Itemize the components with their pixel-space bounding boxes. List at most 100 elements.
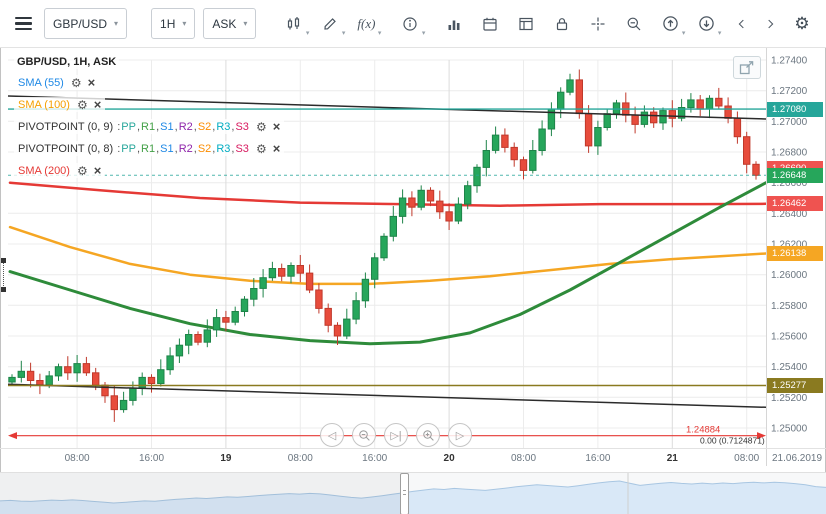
zoom-in-icon <box>422 429 434 441</box>
remove-indicator-icon[interactable]: × <box>87 75 96 90</box>
pencil-icon <box>324 17 337 30</box>
draw-tools-button[interactable]: ▾ <box>316 9 345 39</box>
date-label: 21.06.2019 <box>772 453 822 464</box>
svg-text:1.26800: 1.26800 <box>771 148 808 159</box>
svg-text:1.24884: 1.24884 <box>686 425 720 436</box>
info-button[interactable]: ▾ <box>396 9 425 39</box>
symbol-label: GBP/USD <box>53 16 108 31</box>
circle-arrow-down-icon <box>699 16 714 31</box>
svg-text:1.26600: 1.26600 <box>771 178 808 189</box>
pivot-level-label: R3 <box>216 120 231 133</box>
volume-button[interactable] <box>440 9 468 39</box>
svg-text:1.25800: 1.25800 <box>771 301 808 312</box>
indicators-button[interactable]: f(x) ▾ <box>357 15 382 37</box>
zoom-out-chart-button[interactable] <box>352 423 376 447</box>
menu-button[interactable] <box>10 9 36 39</box>
settings-button[interactable]: ⚙ <box>788 9 816 39</box>
jump-to-latest-button[interactable]: ▷| <box>384 423 408 447</box>
legend-label: PIVOTPOINT (0, 8) <box>18 142 114 155</box>
legend-label: PIVOTPOINT (0, 9) <box>18 120 114 133</box>
scroll-left-button[interactable]: ◁ <box>320 423 344 447</box>
pivot-level-label: S3 <box>235 142 249 155</box>
pivot-level-label: PP <box>121 120 136 133</box>
remove-indicator-icon[interactable]: × <box>272 119 281 134</box>
chart-nav-controls: ◁ ▷| ▷ <box>320 423 472 447</box>
timeframe-selector[interactable]: 1H ▾ <box>151 8 196 39</box>
remove-indicator-icon[interactable]: × <box>93 163 102 178</box>
zoom-in-chart-button[interactable] <box>416 423 440 447</box>
info-icon <box>403 16 418 31</box>
candlestick-icon <box>288 16 300 29</box>
pivot-level-label: S3 <box>235 120 249 133</box>
indicator-settings-icon[interactable]: ⚙ <box>70 75 82 90</box>
svg-text:21: 21 <box>667 453 679 464</box>
calendar-icon <box>483 17 498 31</box>
legend-item: PIVOTPOINT (0, 8) : PP, R1, S1, R2, S2, … <box>14 141 285 156</box>
load-chart-button[interactable]: ▾ <box>692 9 721 39</box>
save-chart-button[interactable]: ▾ <box>656 9 685 39</box>
price-badge: 1.26138 <box>767 246 823 261</box>
navigator-preview <box>0 473 826 514</box>
pivot-level-label: R2 <box>178 120 193 133</box>
zoom-out-button[interactable] <box>620 9 648 39</box>
price-type-selector[interactable]: ASK ▾ <box>203 8 257 39</box>
lock-button[interactable] <box>548 9 576 39</box>
svg-text:0.00 (0.7124871): 0.00 (0.7124871) <box>700 436 765 446</box>
svg-text:1.25600: 1.25600 <box>771 332 808 343</box>
chart-type-button[interactable]: ▾ <box>280 9 309 39</box>
remove-indicator-icon[interactable]: × <box>93 97 102 112</box>
svg-text:19: 19 <box>220 453 232 464</box>
price-axis[interactable]: 1.27400 1.27200 1.27000 1.26800 1.26600 1.264… <box>771 56 808 435</box>
time-axis[interactable]: 08:00 16:00 19 08:00 16:00 20 08:00 16:00 21 08:0… <box>65 453 823 464</box>
timeframe-label: 1H <box>160 16 176 31</box>
chevron-down-icon: ▾ <box>182 19 187 28</box>
chart-area: 1.24884 0.00 (0.7124871) 1.27400 1.27200 1.2… <box>0 48 826 514</box>
indicator-settings-icon[interactable]: ⚙ <box>255 141 267 156</box>
volume-bars-icon <box>448 20 460 30</box>
next-button[interactable] <box>756 9 784 39</box>
legend-item: SMA (55) ⚙ × <box>14 75 100 90</box>
popout-icon <box>739 60 754 74</box>
panel-icon <box>519 17 534 30</box>
panel-button[interactable] <box>512 9 540 39</box>
remove-indicator-icon[interactable]: × <box>272 141 281 156</box>
drawing-anchor[interactable] <box>1 258 9 292</box>
trendline[interactable] <box>7 95 767 120</box>
calendar-button[interactable] <box>476 9 504 39</box>
trendline[interactable] <box>7 383 767 409</box>
svg-text:08:00: 08:00 <box>734 453 759 464</box>
svg-text:1.26400: 1.26400 <box>771 209 808 220</box>
chart-navigator <box>0 472 826 514</box>
indicator-settings-icon[interactable]: ⚙ <box>76 97 88 112</box>
pivot-level-label: R3 <box>216 142 231 155</box>
svg-text:1.27000: 1.27000 <box>771 117 808 128</box>
svg-text:1.25000: 1.25000 <box>771 424 808 435</box>
crosshair-button[interactable] <box>584 9 612 39</box>
pivot-level-label: R2 <box>178 142 193 155</box>
gear-icon: ⚙ <box>794 13 810 33</box>
pivot-level-label: S1 <box>160 120 174 133</box>
sma55-line[interactable] <box>8 181 768 346</box>
lock-icon <box>557 17 568 30</box>
sma100-line[interactable] <box>8 225 768 286</box>
indicator-settings-icon[interactable]: ⚙ <box>76 163 88 178</box>
indicator-settings-icon[interactable]: ⚙ <box>255 119 267 134</box>
prev-button[interactable] <box>728 9 756 39</box>
price-badge: 1.26462 <box>767 196 823 212</box>
scroll-right-button[interactable]: ▷ <box>448 423 472 447</box>
svg-text:1.25400: 1.25400 <box>771 362 808 373</box>
legend-label: SMA (55) <box>18 76 64 89</box>
chart-title: GBP/USD, 1H, ASK <box>14 55 120 69</box>
pivot-level-label: PP <box>121 142 136 155</box>
svg-text:08:00: 08:00 <box>288 453 313 464</box>
symbol-selector[interactable]: GBP/USD ▾ <box>44 8 128 39</box>
svg-text:1.27200: 1.27200 <box>771 86 808 97</box>
sma200-line[interactable] <box>8 181 768 207</box>
legend-label: SMA (100) <box>18 98 70 111</box>
pivot-level-label: S1 <box>160 142 174 155</box>
popout-button[interactable] <box>733 56 761 79</box>
navigator-range-handle[interactable] <box>400 473 409 514</box>
svg-text:1.25200: 1.25200 <box>771 393 808 404</box>
